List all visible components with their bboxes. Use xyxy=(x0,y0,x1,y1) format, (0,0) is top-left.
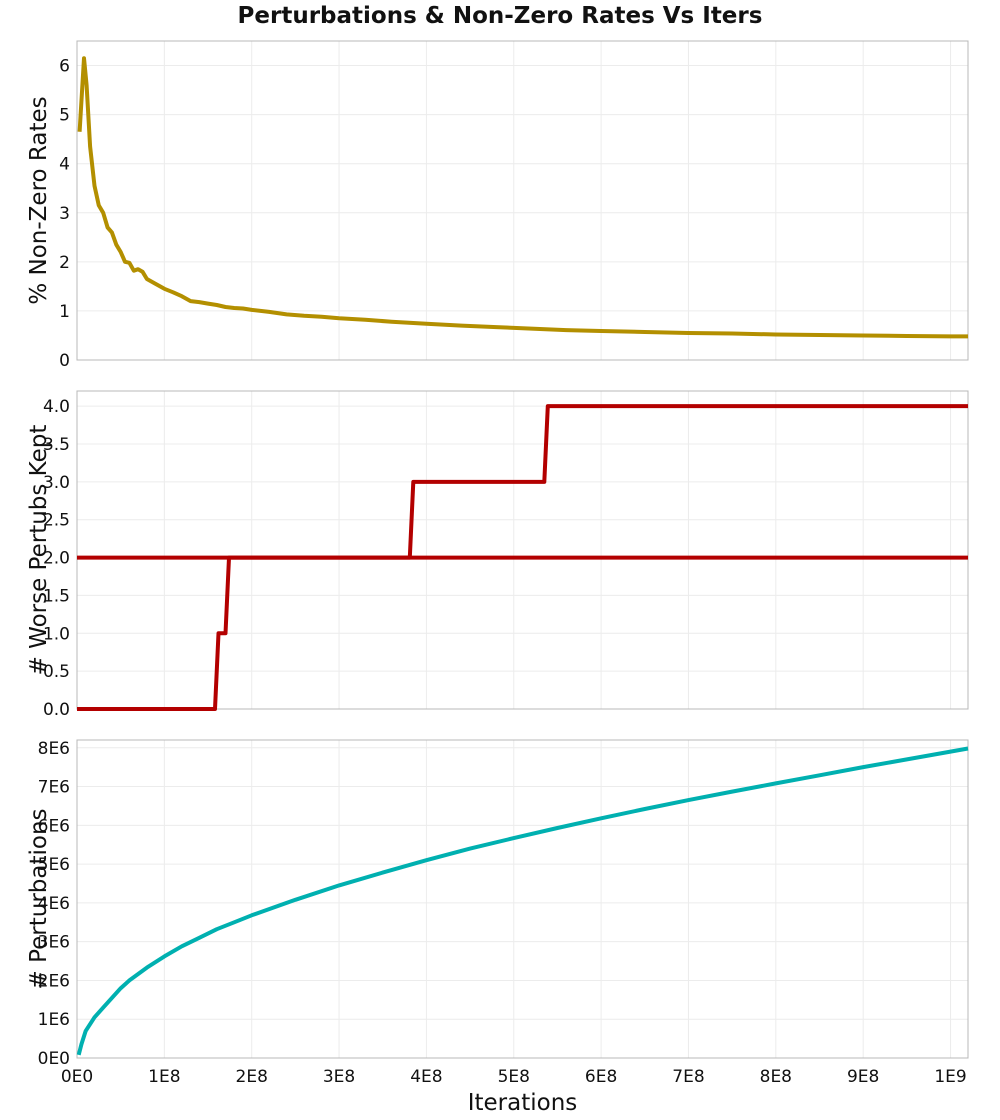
y-tick-label: 1.5 xyxy=(43,586,70,606)
y-tick-label: 2.0 xyxy=(43,549,70,569)
x-tick-label: 7E8 xyxy=(672,1067,704,1087)
y-tick-label: 5E6 xyxy=(38,855,70,875)
x-tick-label: 4E8 xyxy=(410,1067,442,1087)
y-tick-label: 3.0 xyxy=(43,473,70,493)
x-tick-label: 6E8 xyxy=(585,1067,617,1087)
y-axis-label: # Worse Pertubs Kept xyxy=(26,425,52,676)
x-tick-label: 8E8 xyxy=(760,1067,792,1087)
y-tick-label: 0E0 xyxy=(38,1049,70,1069)
y-tick-label: 4 xyxy=(59,155,70,175)
y-tick-label: 6E6 xyxy=(38,816,70,836)
subplot-nonzero-rates: 0 1 2 3 4 5 6 % Non-Zero Rates xyxy=(26,40,969,371)
subplot-perturbations: 0E0 1E6 2E6 3E6 4E6 5E6 6E6 7E6 8E6 0E0 1E8 2E8 3E8 4… xyxy=(26,739,969,1116)
y-tick-label: 5 xyxy=(59,106,70,126)
worse-perturbs-kept-series-line-2 xyxy=(77,404,968,560)
y-tick-label: 3.5 xyxy=(43,435,70,455)
y-tick-label: 6 xyxy=(59,57,70,77)
y-tick-label: 0 xyxy=(59,351,70,371)
y-tick-label: 1.0 xyxy=(43,624,70,644)
x-tick-label: 2E8 xyxy=(236,1067,268,1087)
x-tick-label: 9E8 xyxy=(847,1067,879,1087)
y-tick-label: 4E6 xyxy=(38,894,70,914)
y-tick-label: 0.5 xyxy=(43,662,70,682)
y-tick-label: 8E6 xyxy=(38,739,70,759)
y-tick-label: 2 xyxy=(59,253,70,273)
x-axis-label: Iterations xyxy=(468,1090,578,1116)
perturbations-series-line-1 xyxy=(76,746,969,1056)
y-axis-label: # Perturbations xyxy=(26,808,52,989)
x-tick-label: 1E9 xyxy=(934,1067,966,1087)
x-tick-label: 5E8 xyxy=(498,1067,530,1087)
plot-frame xyxy=(76,40,969,361)
y-axis-label: % Non-Zero Rates xyxy=(26,96,52,304)
y-tick-label: 3 xyxy=(59,204,70,224)
y-tick-label: 0.0 xyxy=(43,700,70,720)
y-tick-label: 4.0 xyxy=(43,397,70,417)
x-tick-label: 1E8 xyxy=(148,1067,180,1087)
plot-frame xyxy=(76,390,969,710)
chart-title: Perturbations & Non-Zero Rates Vs Iters xyxy=(238,3,763,29)
x-tick-label: 3E8 xyxy=(323,1067,355,1087)
y-tick-label: 2.5 xyxy=(43,511,70,531)
y-tick-label: 7E6 xyxy=(38,778,70,798)
y-tick-label: 1 xyxy=(59,302,70,322)
y-tick-label: 1E6 xyxy=(38,1010,70,1030)
nonzero-rates-series-line-1 xyxy=(77,56,968,339)
x-tick-label: 0E0 xyxy=(61,1067,93,1087)
subplots: 0 1 2 3 4 5 6 % Non-Zero Rates 0.0 0.5 1.0 1.5 2.0 2.… xyxy=(26,40,969,1116)
y-tick-label: 3E6 xyxy=(38,933,70,953)
y-tick-label: 2E6 xyxy=(38,971,70,991)
subplot-worse-perturbs-kept: 0.0 0.5 1.0 1.5 2.0 2.5 3.0 3.5 4.0 # Worse Pertu… xyxy=(26,390,969,720)
plot-frame xyxy=(76,739,969,1059)
